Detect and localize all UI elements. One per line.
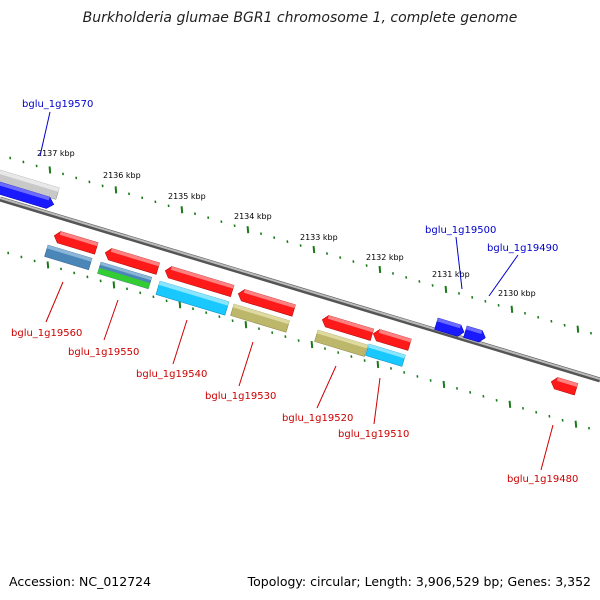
gene-red-5[interactable] [321, 314, 375, 341]
gene-bglu-1g19480[interactable] [550, 376, 579, 396]
map-title: Burkholderia glumae BGR1 chromosome 1, c… [82, 10, 518, 26]
major-tick [576, 325, 580, 333]
scale-label: 2131 kbp [432, 270, 470, 279]
major-tick [178, 301, 182, 309]
major-tick [376, 360, 380, 369]
major-tick [310, 341, 314, 349]
gene-bglu-1g19490[interactable] [463, 325, 488, 344]
scale-label: 2132 kbp [366, 253, 404, 262]
gene-label-bglu-1g19560[interactable]: bglu_1g19560 [11, 328, 82, 339]
gene-red-3[interactable] [164, 265, 235, 298]
gene-label-bglu-1g19500[interactable]: bglu_1g19500 [425, 225, 496, 236]
genome-backbone [0, 196, 600, 383]
scale-label: 2137 kbp [37, 149, 75, 158]
gene-label-bglu-1g19540[interactable]: bglu_1g19540 [136, 369, 207, 380]
gene-label-bglu-1g19520[interactable]: bglu_1g19520 [282, 413, 353, 424]
major-tick [246, 226, 250, 234]
gene-bglu-1g19540[interactable] [155, 280, 230, 316]
gene-red-2[interactable] [104, 247, 160, 275]
scale-label: 2135 kbp [168, 192, 206, 201]
major-tick [378, 265, 382, 274]
major-tick [312, 246, 316, 254]
gene-label-bglu-1g19490[interactable]: bglu_1g19490 [487, 243, 558, 254]
scale-label: 2136 kbp [103, 171, 141, 180]
accession-text: Accession: NC_012724 [9, 574, 152, 589]
gene-label-bglu-1g19480[interactable]: bglu_1g19480 [507, 474, 578, 485]
gene-red-4[interactable] [237, 288, 296, 317]
gene-bglu-1g19500[interactable] [434, 317, 466, 338]
scale-labels: 2137 kbp 2136 kbp 2135 kbp 2134 kbp 2133… [37, 149, 536, 298]
major-tick [112, 281, 116, 289]
gene-labels: bglu_1g19570 bglu_1g19500 bglu_1g19490 b… [11, 99, 578, 485]
major-tick [180, 206, 184, 214]
reverse-tick-track [7, 251, 590, 430]
gene-bglu-1g19550[interactable] [97, 261, 153, 290]
gene-red-6[interactable] [372, 328, 412, 351]
gene-label-bglu-1g19530[interactable]: bglu_1g19530 [205, 391, 276, 402]
scale-label: 2130 kbp [498, 289, 536, 298]
gene-label-bglu-1g19570[interactable]: bglu_1g19570 [22, 99, 93, 110]
genome-stats-text: Topology: circular; Length: 3,906,529 bp… [247, 574, 591, 589]
gene-bglu-1g19510[interactable] [365, 343, 406, 367]
gene-bglu-1g19560[interactable] [44, 244, 93, 271]
major-tick [508, 400, 512, 408]
scale-label: 2133 kbp [300, 233, 338, 242]
gene-label-bglu-1g19550[interactable]: bglu_1g19550 [68, 347, 139, 358]
gene-bglu-1g19570[interactable] [0, 178, 56, 210]
major-tick [244, 321, 248, 329]
major-tick [442, 380, 446, 388]
callout-lines [39, 111, 554, 471]
gene-red-1[interactable] [53, 230, 99, 255]
scale-label: 2134 kbp [234, 212, 272, 221]
forward-tick-track [9, 156, 592, 335]
major-tick [510, 305, 514, 313]
gene-bglu-1g19530[interactable] [230, 303, 290, 333]
major-tick [444, 285, 448, 293]
major-tick [46, 261, 50, 269]
major-tick [574, 420, 578, 428]
major-tick [114, 186, 118, 194]
reverse-genes [44, 230, 579, 396]
gene-bglu-1g19520[interactable] [314, 329, 369, 357]
major-tick [48, 166, 52, 174]
gene-label-bglu-1g19510[interactable]: bglu_1g19510 [338, 429, 409, 440]
forward-genes [0, 166, 488, 344]
